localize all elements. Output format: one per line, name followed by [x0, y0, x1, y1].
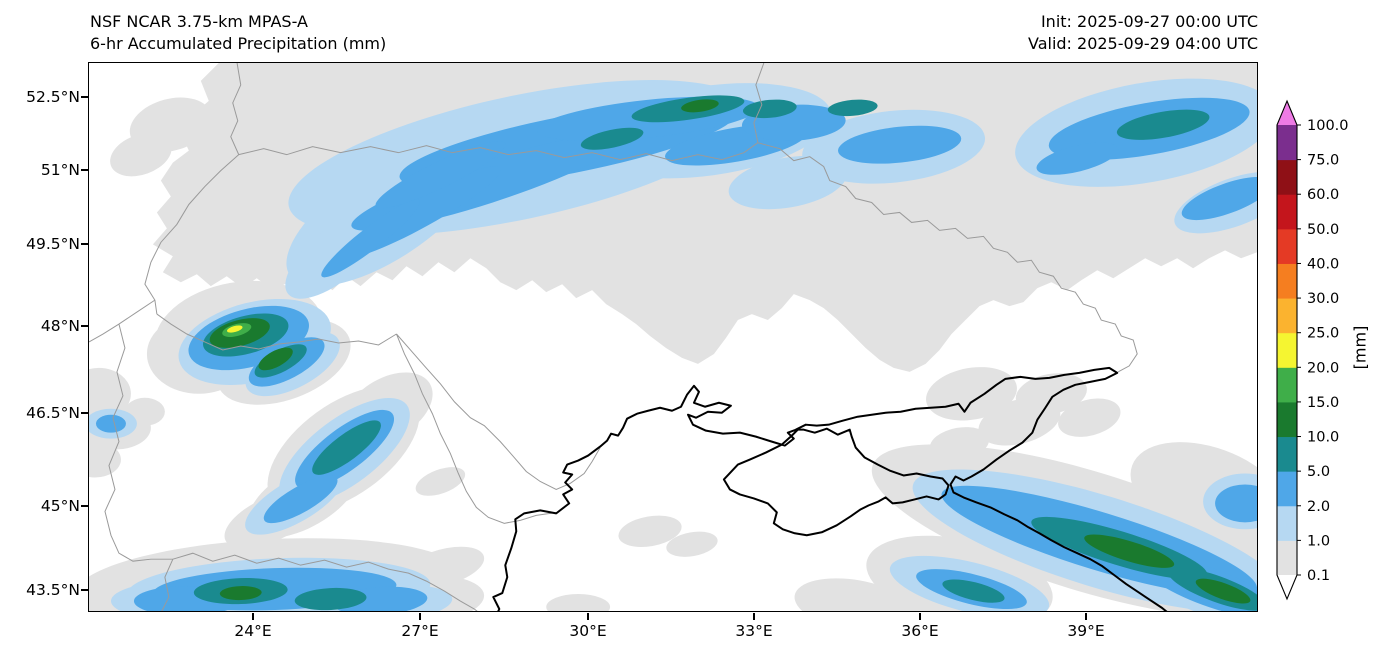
- y-tick-mark: [81, 325, 88, 327]
- colorbar-tick-label: 1.0: [1307, 533, 1330, 549]
- map-svg: [89, 63, 1257, 611]
- colorbar-tick-label: 10.0: [1307, 430, 1339, 446]
- y-tick-label: 52.5°N: [26, 88, 80, 106]
- colorbar-tick-label: 20.0: [1307, 360, 1339, 376]
- colorbar-tick-label: 0.1: [1307, 568, 1330, 584]
- colorbar-tick-label: 30.0: [1307, 291, 1339, 307]
- y-tick-mark: [81, 412, 88, 414]
- x-tick-mark: [919, 613, 921, 620]
- colorbar-under-arrow: [1277, 575, 1297, 599]
- colorbar-segment: [1277, 540, 1297, 576]
- x-tick-label: 30°E: [569, 622, 607, 640]
- y-tick-label: 46.5°N: [26, 404, 80, 422]
- x-tick-label: 27°E: [401, 622, 439, 640]
- colorbar-tick-label: 2.0: [1307, 499, 1330, 515]
- x-tick-mark: [753, 613, 755, 620]
- colorbar-tick-label: 60.0: [1307, 187, 1339, 203]
- colorbar-segment: [1277, 228, 1297, 264]
- y-tick-mark: [81, 169, 88, 171]
- x-tick-mark: [252, 613, 254, 620]
- x-tick-mark: [587, 613, 589, 620]
- x-tick-label: 24°E: [234, 622, 272, 640]
- country-borders-path: [89, 63, 1138, 611]
- colorbar-over-arrow: [1277, 101, 1297, 125]
- colorbar-segment: [1277, 159, 1297, 195]
- colorbar-segment: [1277, 298, 1297, 334]
- y-tick-label: 45°N: [40, 497, 80, 515]
- colorbar-segment: [1277, 367, 1297, 403]
- variable-name: 6-hr Accumulated Precipitation (mm): [90, 34, 387, 53]
- colorbar-segment: [1277, 505, 1297, 541]
- y-tick-label: 48°N: [40, 317, 80, 335]
- colorbar-tick-label: 40.0: [1307, 256, 1339, 272]
- colorbar-tick-label: 5.0: [1307, 464, 1330, 480]
- colorbar: 100.0 75.0 60.0 50.0 40.0 30.0 25.0 20.0 15.0 10.…: [1268, 96, 1394, 614]
- x-tick-mark: [419, 613, 421, 620]
- model-name: NSF NCAR 3.75-km MPAS-A: [90, 12, 308, 31]
- y-tick-label: 43.5°N: [26, 581, 80, 599]
- colorbar-segment: [1277, 194, 1297, 230]
- x-tick-label: 36°E: [901, 622, 939, 640]
- y-tick-label: 51°N: [40, 161, 80, 179]
- y-tick-mark: [81, 505, 88, 507]
- colorbar-segment: [1277, 263, 1297, 299]
- colorbar-segment: [1277, 436, 1297, 472]
- colorbar-svg: 100.0 75.0 60.0 50.0 40.0 30.0 25.0 20.0 15.0 10.…: [1276, 99, 1349, 601]
- time-labels: Init: 2025-09-27 00:00 UTC Valid: 2025-0…: [1028, 11, 1258, 55]
- colorbar-segment: [1277, 401, 1297, 438]
- colorbar-tick-label: 75.0: [1307, 153, 1339, 169]
- colorbar-tick-label: 15.0: [1307, 395, 1339, 411]
- coastline-path: [492, 366, 1168, 611]
- x-tick-mark: [1085, 613, 1087, 620]
- colorbar-segment: [1277, 471, 1297, 507]
- colorbar-unit-label: [mm]: [1350, 325, 1370, 370]
- colorbar-tick-label: 25.0: [1307, 326, 1339, 342]
- x-tick-label: 33°E: [735, 622, 773, 640]
- valid-time: Valid: 2025-09-29 04:00 UTC: [1027, 34, 1258, 53]
- init-time: Init: 2025-09-27 00:00 UTC: [1040, 12, 1258, 31]
- y-tick-mark: [81, 243, 88, 245]
- precip-layer-maxcore: [222, 323, 252, 337]
- y-tick-mark: [81, 589, 88, 591]
- x-tick-label: 39°E: [1067, 622, 1105, 640]
- y-tick-label: 49.5°N: [26, 235, 80, 253]
- precip-layer-green: [209, 99, 1251, 604]
- plot-title: NSF NCAR 3.75-km MPAS-A 6-hr Accumulated…: [90, 11, 386, 55]
- colorbar-tick-label: 100.0: [1307, 118, 1349, 134]
- y-tick-mark: [81, 96, 88, 98]
- colorbar-segment: [1277, 332, 1297, 368]
- map-canvas: [88, 62, 1258, 612]
- colorbar-tick-label: 50.0: [1307, 222, 1339, 238]
- colorbar-segment: [1277, 125, 1297, 161]
